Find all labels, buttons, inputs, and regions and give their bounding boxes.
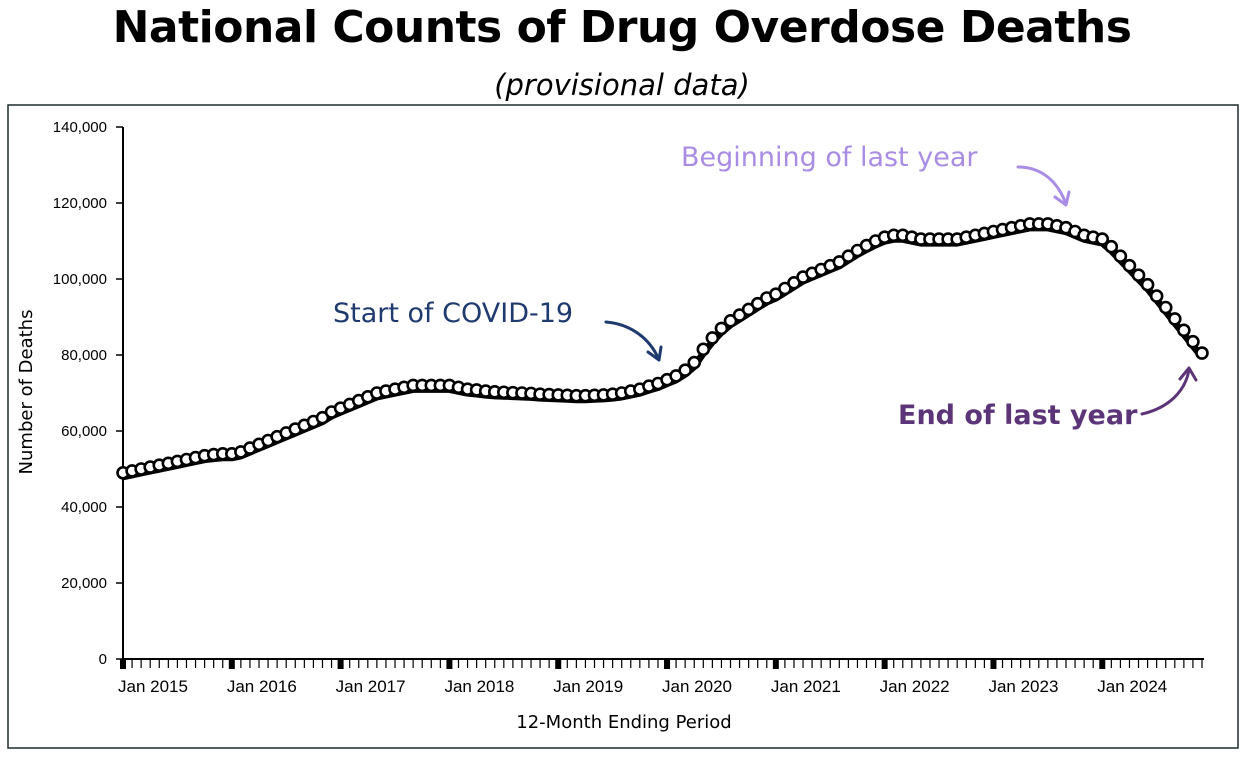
- chart-title: National Counts of Drug Overdose Deaths: [112, 2, 1132, 53]
- data-point: [696, 342, 711, 357]
- x-tick-label: Jan 2023: [988, 677, 1058, 696]
- x-tick-label: Jan 2020: [662, 677, 732, 696]
- annotation-end: End of last year: [898, 400, 1138, 431]
- x-tick-major: [446, 659, 453, 669]
- y-tick-label: 120,000: [53, 195, 107, 212]
- annotation-beginning-arrow: [1016, 165, 1068, 206]
- x-tick-major: [337, 659, 344, 669]
- chart-subtitle: (provisional data): [494, 68, 750, 102]
- x-tick-major: [664, 659, 671, 669]
- y-tick-label: 60,000: [61, 423, 107, 440]
- annotation-beginning-arrowhead: [1053, 190, 1071, 207]
- x-tick-major: [881, 659, 888, 669]
- y-tick-label: 80,000: [61, 347, 107, 364]
- data-point: [1095, 232, 1110, 246]
- y-tick-label: 100,000: [53, 271, 107, 288]
- data-point: [678, 363, 692, 378]
- x-tick-major: [772, 659, 779, 669]
- x-tick-major: [555, 659, 562, 669]
- annotation-covid-arrowhead: [646, 345, 663, 362]
- data-point: [1195, 346, 1209, 360]
- annotation-covid: Start of COVID-19: [333, 298, 573, 329]
- data-point: [1113, 249, 1128, 264]
- x-tick-major: [1099, 659, 1106, 669]
- y-tick-label: 0: [99, 651, 107, 668]
- data-point: [1122, 258, 1137, 273]
- series-group: [116, 217, 1209, 481]
- y-tick-label: 40,000: [61, 499, 107, 516]
- data-point: [1131, 268, 1146, 283]
- x-tick-major: [228, 659, 235, 669]
- axes: [122, 127, 1204, 660]
- x-tick-label: Jan 2019: [553, 677, 623, 696]
- y-axis-title: Number of Deaths: [16, 310, 37, 475]
- x-tick-label: Jan 2024: [1097, 677, 1167, 696]
- x-axis-title: 12-Month Ending Period: [516, 712, 731, 733]
- y-axis-ticks: 0 20,000 40,000 60,000 80,000 100,000 120,000 1…: [53, 119, 123, 668]
- data-point: [1104, 239, 1119, 254]
- data-point: [1149, 289, 1164, 303]
- data-point: [1158, 300, 1173, 315]
- x-tick-major: [120, 659, 126, 669]
- data-point: [687, 355, 702, 370]
- x-axis-ticks: Jan 2015 Jan 2016 Jan 2017 Jan 2018 Jan 2019…: [118, 659, 1203, 696]
- data-point: [1140, 277, 1155, 292]
- x-tick-label: Jan 2021: [771, 677, 841, 696]
- annotation-end-arrow: [1140, 368, 1191, 416]
- data-point: [1186, 334, 1200, 349]
- y-tick-label: 140,000: [53, 119, 107, 136]
- chart-frame: [7, 104, 1239, 749]
- data-point: [1177, 323, 1191, 338]
- data-point: [714, 321, 729, 336]
- annotation-end-arrowhead: [1178, 366, 1198, 382]
- y-tick-label: 20,000: [61, 575, 107, 592]
- annotation-covid-arrow: [604, 320, 661, 362]
- x-tick-major: [990, 659, 997, 669]
- x-tick-label: Jan 2015: [118, 677, 188, 696]
- data-point: [1167, 312, 1182, 326]
- x-tick-label: Jan 2018: [444, 677, 514, 696]
- x-tick-label: Jan 2022: [880, 677, 950, 696]
- x-tick-label: Jan 2017: [336, 677, 406, 696]
- annotation-beginning: Beginning of last year: [681, 142, 978, 173]
- x-tick-label: Jan 2016: [227, 677, 297, 696]
- data-point: [705, 331, 720, 345]
